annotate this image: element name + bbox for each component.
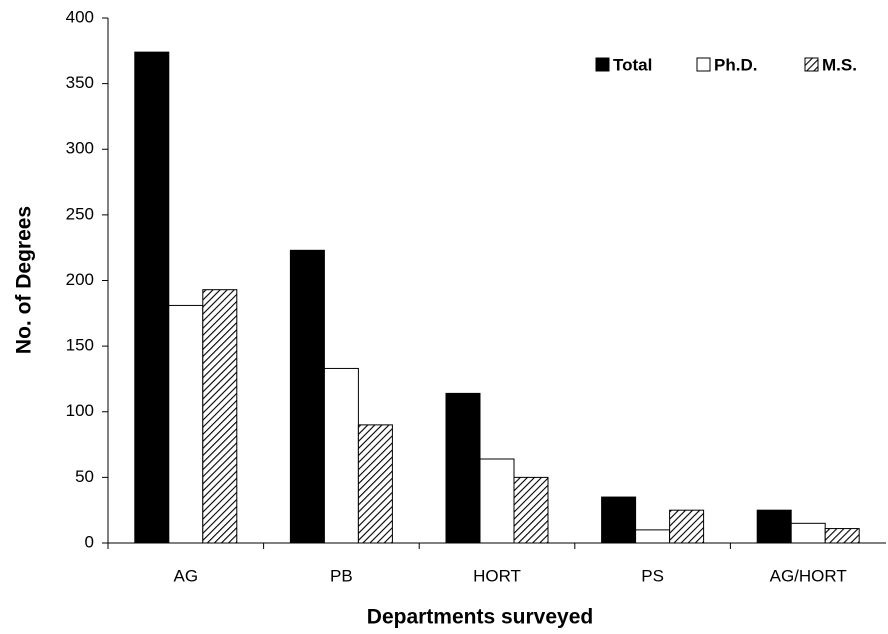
x-tick-label: HORT bbox=[473, 566, 521, 585]
bar bbox=[445, 392, 481, 544]
y-tick-label: 350 bbox=[66, 73, 94, 92]
bar bbox=[513, 476, 549, 544]
legend-swatch bbox=[696, 57, 711, 72]
x-tick-label: PS bbox=[641, 566, 664, 585]
y-tick-label: 50 bbox=[75, 467, 94, 486]
bar bbox=[202, 289, 238, 544]
y-tick-label: 300 bbox=[66, 139, 94, 158]
legend-swatch bbox=[804, 57, 819, 72]
bar bbox=[357, 424, 393, 544]
y-tick-label: 200 bbox=[66, 270, 94, 289]
legend-swatch bbox=[595, 57, 610, 72]
bar bbox=[289, 249, 325, 544]
legend-label: M.S. bbox=[822, 55, 857, 74]
y-tick-label: 0 bbox=[85, 532, 94, 551]
y-tick-label: 100 bbox=[66, 401, 94, 420]
x-tick-label: AG bbox=[174, 566, 199, 585]
bar bbox=[479, 458, 515, 544]
y-tick-label: 250 bbox=[66, 204, 94, 223]
bar bbox=[669, 509, 705, 544]
bar bbox=[323, 367, 359, 544]
bar bbox=[790, 522, 826, 544]
bar bbox=[635, 529, 671, 544]
bar bbox=[824, 528, 860, 544]
x-tick-label: PB bbox=[330, 566, 353, 585]
bar bbox=[756, 509, 792, 544]
bar bbox=[168, 304, 204, 544]
legend-label: Total bbox=[613, 55, 652, 74]
bar bbox=[134, 51, 170, 544]
bar bbox=[601, 496, 637, 544]
y-tick-label: 400 bbox=[66, 7, 94, 26]
legend-label: Ph.D. bbox=[714, 55, 757, 74]
x-tick-label: AG/HORT bbox=[770, 566, 847, 585]
y-tick-label: 150 bbox=[66, 336, 94, 355]
x-axis-title: Departments surveyed bbox=[367, 606, 593, 629]
y-axis-title: No. of Degrees bbox=[13, 206, 36, 354]
